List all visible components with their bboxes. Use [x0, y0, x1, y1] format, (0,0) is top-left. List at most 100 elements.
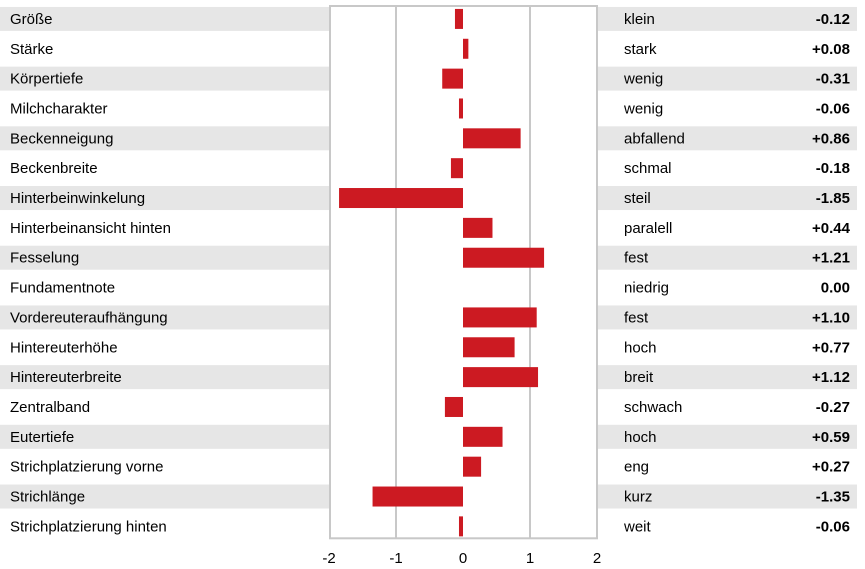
value-label: +0.77: [812, 339, 850, 356]
trait-label: Körpertiefe: [10, 71, 83, 88]
trait-label: Strichplatzierung vorne: [10, 459, 163, 476]
bar: [463, 456, 482, 477]
trait-label: Hintereuterbreite: [10, 369, 122, 386]
bar: [444, 396, 463, 417]
plot-frame: [329, 5, 598, 540]
row-band: [0, 126, 330, 151]
plot-grid: [329, 5, 598, 540]
row-bands: [0, 6, 857, 509]
direction-label: steil: [624, 190, 651, 207]
row-band: [597, 424, 857, 449]
direction-label: hoch: [624, 339, 657, 356]
row-labels: Größe klein -0.12 Stärke stark +0.08 Körpertie…: [10, 11, 851, 535]
row-band: [0, 365, 330, 390]
value-label: -0.06: [816, 100, 850, 117]
trait-label: Vordereuteraufhängung: [10, 309, 168, 326]
bar: [463, 307, 537, 328]
trait-label: Größe: [10, 11, 53, 28]
direction-label: fest: [624, 309, 649, 326]
bar: [463, 217, 493, 238]
direction-label: schmal: [624, 160, 672, 177]
x-tick-label: 0: [459, 550, 467, 567]
bar: [454, 8, 463, 29]
x-tick-label: 2: [593, 550, 601, 567]
trait-label: Strichlänge: [10, 489, 85, 506]
value-label: -1.35: [816, 489, 850, 506]
bar: [463, 426, 503, 447]
direction-label: niedrig: [624, 280, 669, 297]
value-label: +1.12: [812, 369, 850, 386]
value-label: -0.31: [816, 71, 850, 88]
x-tick-label: -1: [389, 550, 402, 567]
value-label: -0.18: [816, 160, 850, 177]
bar: [450, 158, 463, 179]
row-band: [0, 186, 330, 211]
value-label: -0.12: [816, 11, 850, 28]
direction-label: wenig: [623, 71, 663, 88]
value-label: -1.85: [816, 190, 850, 207]
x-tick-label: 1: [526, 550, 534, 567]
row-band: [597, 186, 857, 211]
trait-label: Hintereuterhöhe: [10, 339, 118, 356]
row-band: [597, 365, 857, 390]
direction-label: stark: [624, 41, 657, 58]
row-band: [0, 245, 330, 270]
direction-label: abfallend: [624, 130, 685, 147]
bar: [463, 128, 521, 149]
direction-label: fest: [624, 250, 649, 267]
row-band: [0, 6, 330, 31]
value-label: +0.27: [812, 459, 850, 476]
row-band: [597, 305, 857, 330]
value-label: +1.21: [812, 250, 850, 267]
row-band: [597, 484, 857, 509]
bar: [463, 38, 469, 59]
row-band: [0, 305, 330, 330]
bar: [458, 98, 463, 119]
direction-label: breit: [624, 369, 654, 386]
trait-label: Fesselung: [10, 250, 79, 267]
bar: [463, 337, 515, 358]
row-band: [0, 424, 330, 449]
value-label: +0.08: [812, 41, 850, 58]
value-label: +1.10: [812, 309, 850, 326]
direction-label: weit: [623, 518, 652, 535]
bar: [339, 188, 463, 209]
value-label: +0.59: [812, 429, 850, 446]
value-label: -0.06: [816, 518, 850, 535]
trait-label: Zentralband: [10, 399, 90, 416]
value-label: 0.00: [821, 280, 850, 297]
row-band: [0, 66, 330, 91]
trait-label: Beckenneigung: [10, 130, 113, 147]
bar: [458, 516, 463, 537]
trait-label: Beckenbreite: [10, 160, 98, 177]
direction-label: klein: [624, 11, 655, 28]
row-band: [597, 245, 857, 270]
bar: [463, 247, 545, 268]
direction-label: schwach: [624, 399, 682, 416]
row-band: [0, 484, 330, 509]
row-band: [597, 126, 857, 151]
direction-label: eng: [624, 459, 649, 476]
trait-label: Strichplatzierung hinten: [10, 518, 167, 535]
trait-label: Hinterbeinwinkelung: [10, 190, 145, 207]
value-label: +0.44: [812, 220, 851, 237]
row-band: [597, 66, 857, 91]
direction-label: kurz: [624, 489, 652, 506]
bar: [463, 367, 539, 388]
trait-label: Milchcharakter: [10, 100, 108, 117]
direction-label: hoch: [624, 429, 657, 446]
bars: [339, 8, 545, 537]
trait-label: Stärke: [10, 41, 53, 58]
row-band: [597, 6, 857, 31]
direction-label: wenig: [623, 100, 663, 117]
trait-label: Fundamentnote: [10, 280, 115, 297]
direction-label: paralell: [624, 220, 672, 237]
trait-label: Hinterbeinansicht hinten: [10, 220, 171, 237]
value-label: +0.86: [812, 130, 850, 147]
x-tick-label: -2: [322, 550, 335, 567]
x-axis-ticks: -2 -1 0 1 2: [322, 550, 601, 567]
bar: [372, 486, 463, 507]
bar: [442, 68, 463, 89]
trait-label: Eutertiefe: [10, 429, 74, 446]
